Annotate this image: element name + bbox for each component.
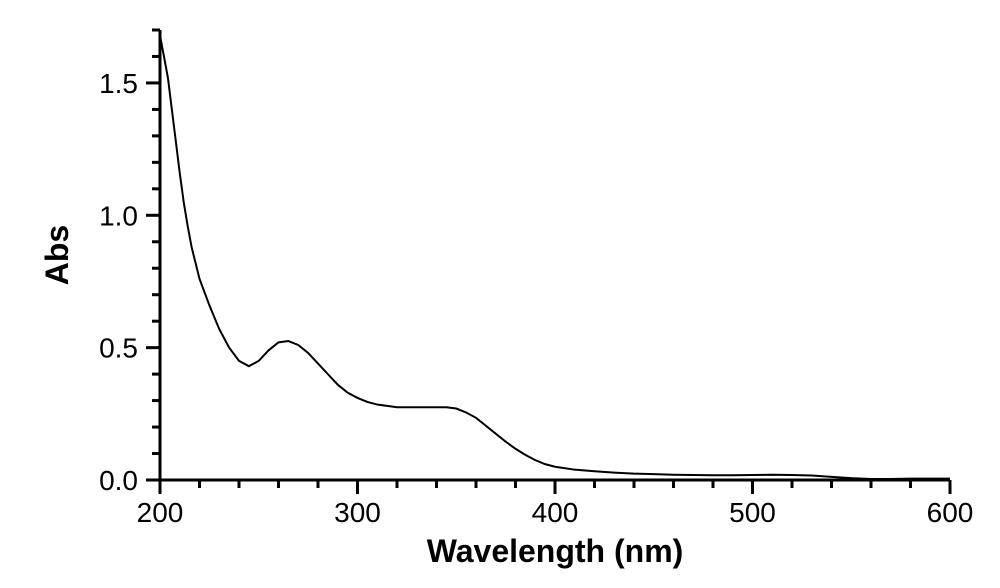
x-axis-label: Wavelength (nm) [427,533,684,569]
y-tick-label: 0.0 [99,465,138,496]
x-tick-label: 500 [729,497,776,528]
x-tick-label: 200 [137,497,184,528]
y-axis-label: Abs [39,225,75,285]
absorbance-spectrum-chart: 200 300 400 500 600 0.0 0.5 1.0 1.5 Wavelength (… [0,0,1000,588]
x-tick-label: 600 [927,497,974,528]
y-tick-label: 1.0 [99,200,138,231]
y-tick-label: 0.5 [99,333,138,364]
y-tick-label: 1.5 [99,68,138,99]
x-tick-label: 400 [532,497,579,528]
x-tick-label: 300 [334,497,381,528]
